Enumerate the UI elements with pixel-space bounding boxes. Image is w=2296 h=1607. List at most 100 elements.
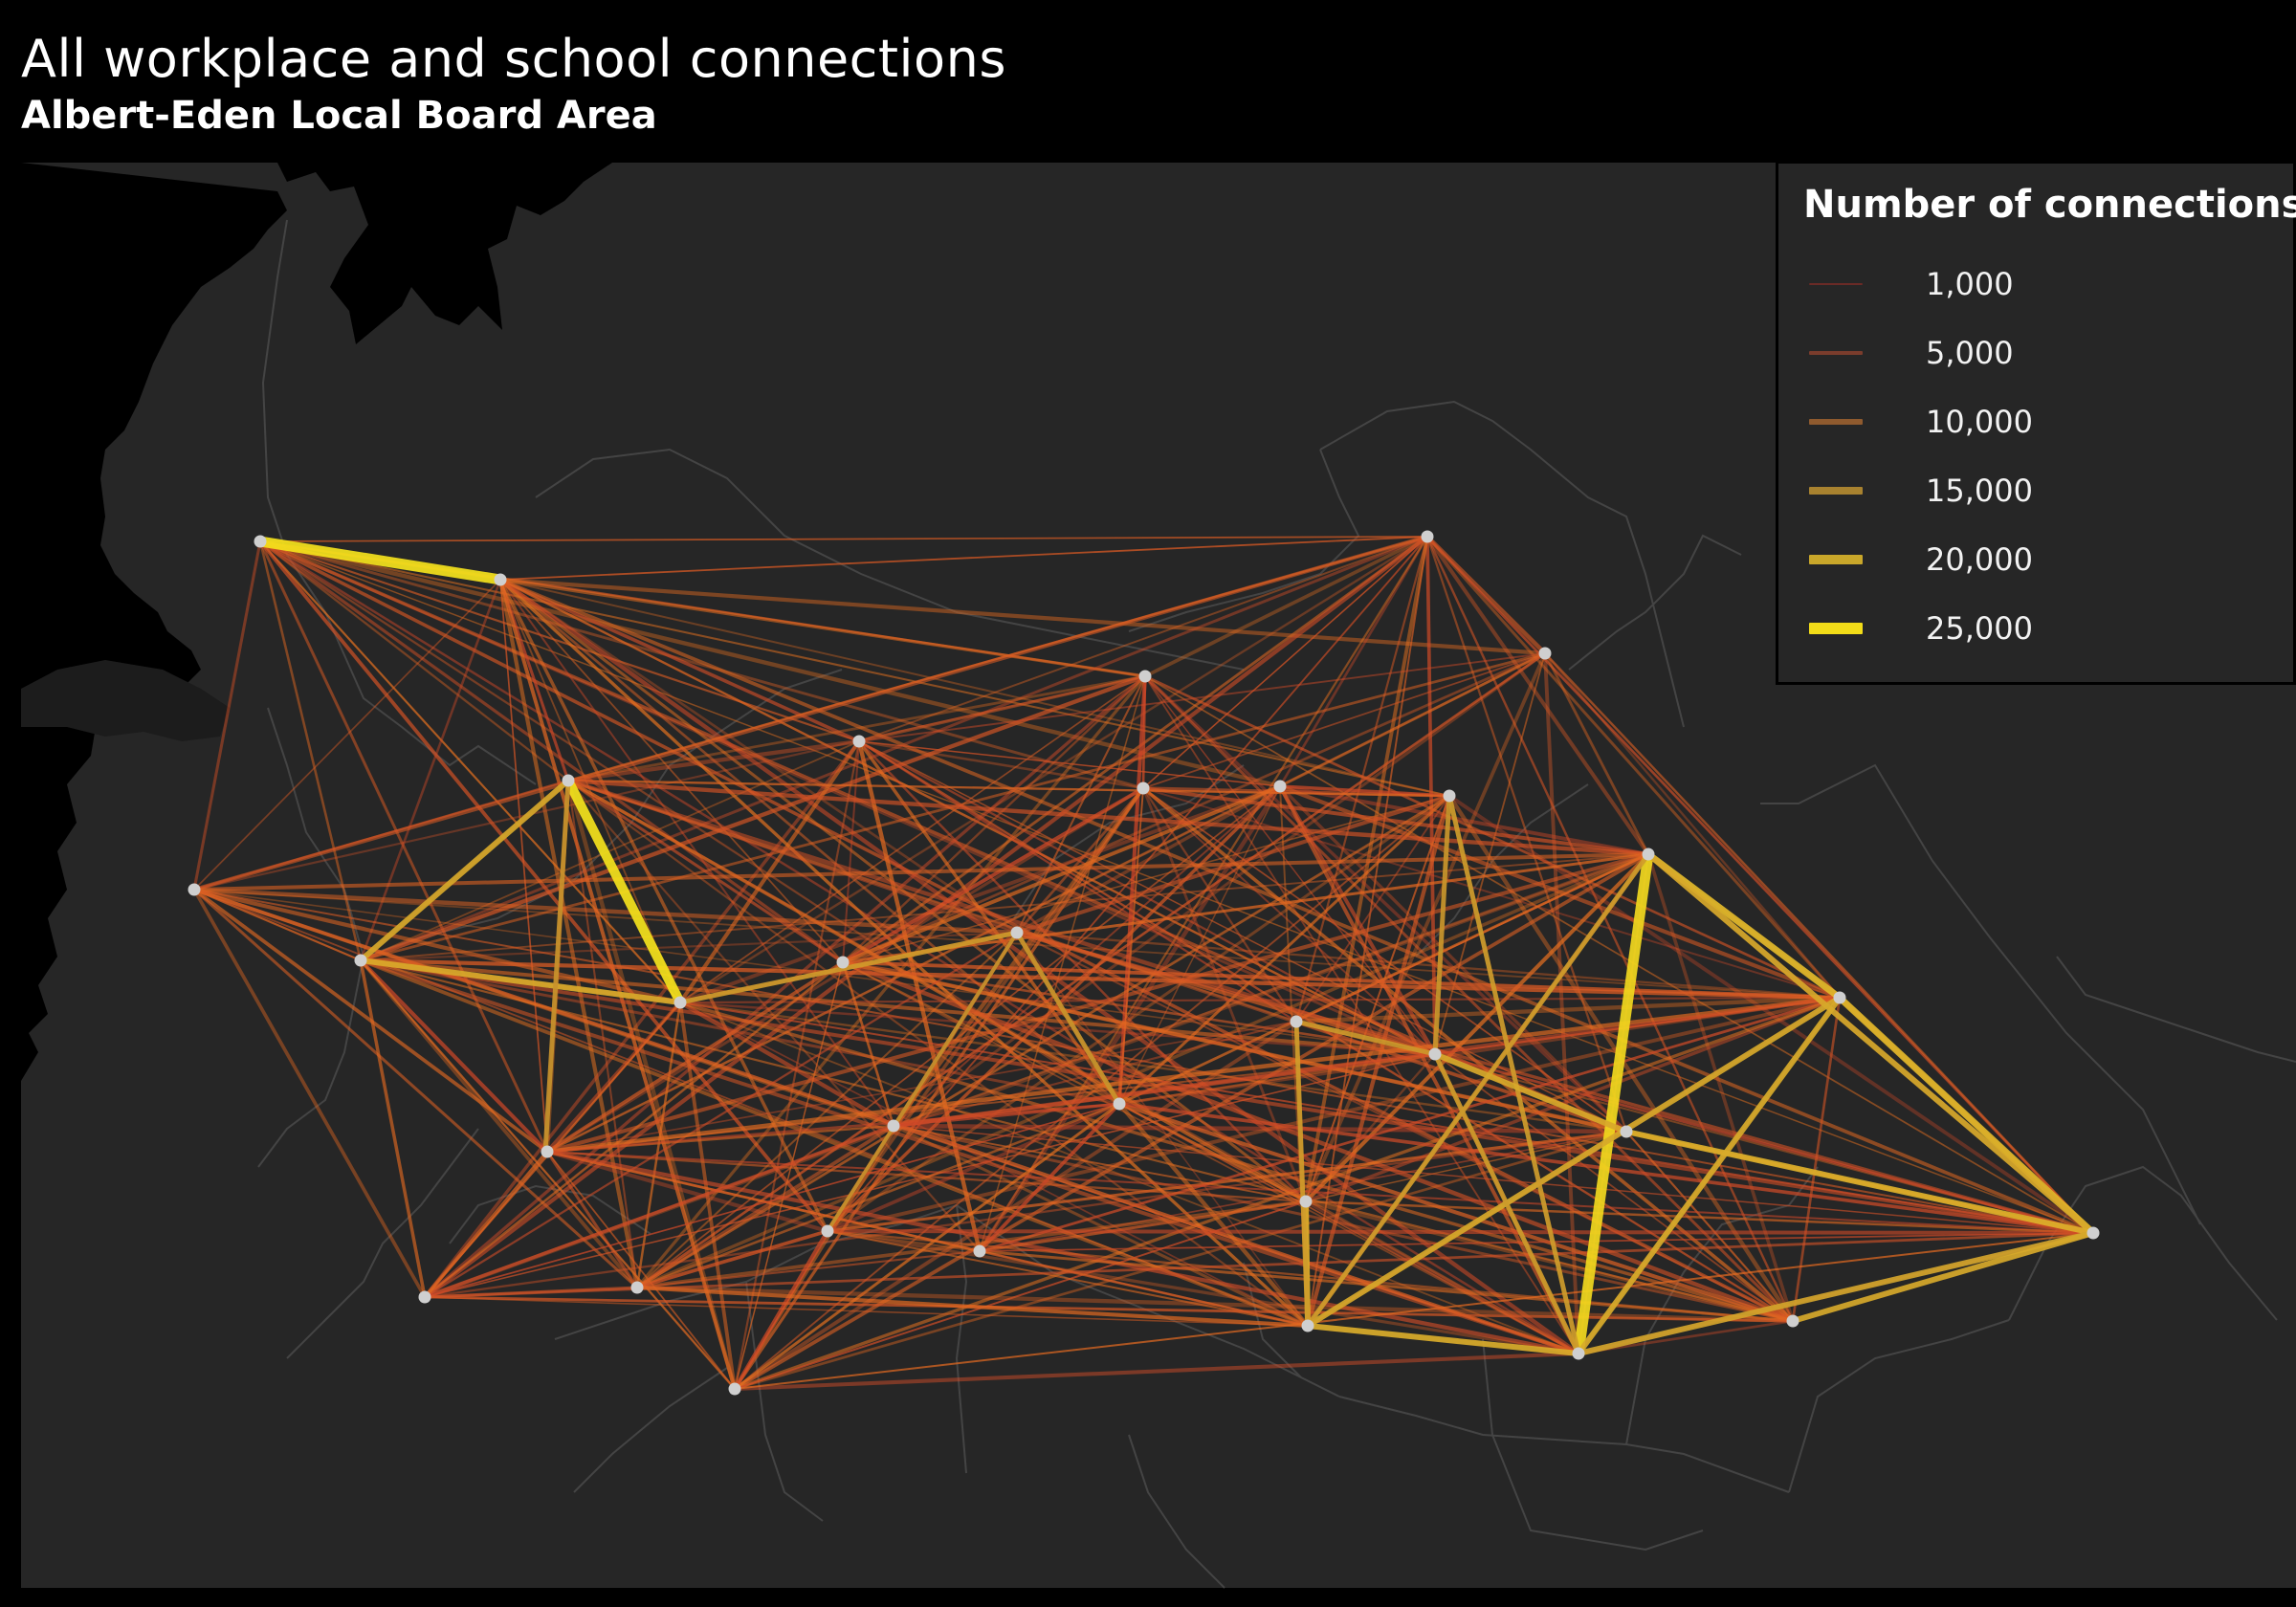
connection-line	[258, 540, 363, 961]
legend-item: 20,000	[1809, 540, 2268, 579]
legend-item: 5,000	[1809, 334, 2268, 372]
connection-line	[1142, 787, 1841, 999]
connection-line	[1144, 535, 1428, 678]
connection-line	[499, 536, 1428, 581]
location-node	[673, 996, 687, 1009]
connection-line	[1118, 996, 1841, 1106]
connection-line	[193, 887, 1018, 936]
connection-line	[193, 889, 2094, 1234]
connection-line	[258, 540, 549, 1153]
connection-line-strong	[254, 536, 506, 585]
connection-line-strong	[1623, 1129, 2096, 1236]
connection-line	[1304, 852, 1650, 1203]
connection-line	[360, 958, 1120, 1106]
connection-line	[842, 961, 1120, 1105]
connection-line	[1118, 1102, 1794, 1323]
connection-line	[1305, 1200, 2094, 1235]
legend-item: 25,000	[1809, 609, 2268, 648]
connection-line	[193, 887, 681, 1005]
connection-line	[424, 1295, 1794, 1323]
legend-swatch	[1809, 283, 1863, 285]
location-node	[630, 1281, 644, 1294]
legend-item: 1,000	[1809, 265, 2268, 303]
connection-line	[679, 1002, 1579, 1354]
connection-line	[858, 739, 1794, 1323]
connection-line	[566, 780, 639, 1288]
connection-line	[1118, 787, 1144, 1105]
connection-line	[359, 958, 549, 1154]
connection-line	[424, 960, 844, 1299]
location-node	[1428, 1047, 1442, 1061]
location-node	[254, 535, 267, 548]
location-node	[1620, 1125, 1633, 1138]
legend-item: 10,000	[1809, 403, 2268, 441]
connection-line	[1142, 787, 1627, 1133]
connection-line	[360, 958, 1841, 1001]
connection-line	[1295, 1020, 1627, 1134]
connection-line	[734, 852, 1649, 1391]
location-node	[1299, 1195, 1313, 1208]
connection-line	[635, 1124, 895, 1289]
connection-line	[360, 958, 2094, 1235]
connection-line	[827, 536, 1428, 1232]
connection-line	[567, 779, 1450, 798]
connection-line	[499, 579, 844, 963]
connection-line	[979, 1249, 1309, 1328]
connection-line	[842, 651, 1546, 964]
connection-line	[679, 675, 1146, 1003]
connection-line	[1016, 931, 1841, 1000]
connection-line	[734, 1102, 1120, 1391]
location-node	[1421, 530, 1434, 543]
connection-line	[259, 536, 1428, 542]
connection-line	[545, 1151, 639, 1288]
connection-line	[1305, 996, 1841, 1203]
legend-label: 10,000	[1926, 404, 2033, 440]
connection-line	[636, 1102, 1120, 1289]
connection-line	[424, 1103, 1120, 1298]
connection-line	[499, 578, 1436, 1056]
connection-line	[893, 1125, 1307, 1202]
location-node	[852, 735, 866, 748]
location-node	[1833, 991, 1846, 1004]
connection-line	[567, 779, 844, 964]
connection-line	[636, 794, 1450, 1289]
legend-label: 5,000	[1926, 335, 2014, 371]
connection-line	[679, 1001, 1627, 1134]
location-node	[1786, 1314, 1799, 1328]
connection-line	[1117, 794, 1451, 1106]
connection-line	[1278, 784, 1628, 1134]
location-node	[1642, 848, 1655, 861]
connection-line	[734, 1130, 1627, 1391]
connection-line	[842, 784, 1281, 964]
connection-line	[679, 535, 1428, 1004]
connection-line	[360, 853, 1649, 961]
page-title: All workplace and school connections	[21, 29, 1006, 89]
connection-line	[842, 960, 1436, 1056]
connection-line	[636, 785, 1281, 1288]
connection-line	[679, 1002, 2094, 1234]
connection-line	[546, 1021, 1297, 1153]
connection-line	[546, 960, 844, 1154]
connection-line	[567, 780, 1309, 1327]
connection-line	[635, 1002, 682, 1288]
connection-line	[1142, 787, 1436, 1055]
connection-line	[360, 958, 1436, 1056]
connection-line	[1279, 784, 1450, 798]
location-node	[541, 1145, 554, 1158]
connection-line	[734, 1351, 1579, 1392]
legend-label: 1,000	[1926, 266, 2014, 302]
connection-line	[979, 536, 1428, 1252]
connection-line	[827, 794, 1450, 1233]
connection-line	[1294, 536, 1429, 1023]
location-node	[354, 954, 367, 967]
connection-line	[979, 1249, 1794, 1323]
connection-line	[678, 1002, 737, 1390]
connection-line	[678, 1001, 895, 1128]
connection-line	[636, 1249, 981, 1289]
connection-line-strong	[1305, 1323, 1581, 1356]
connection-line	[1544, 652, 2094, 1234]
connection-line	[497, 579, 640, 1288]
connection-line	[546, 1151, 2094, 1234]
connection-line	[193, 852, 1649, 892]
connection-line	[423, 1150, 549, 1299]
